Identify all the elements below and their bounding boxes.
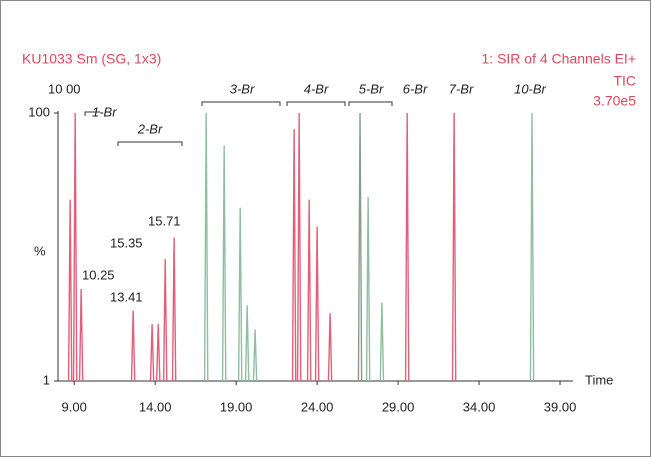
peak: [78, 288, 84, 382]
peak: [296, 112, 302, 382]
peak: [67, 199, 73, 382]
peak: [404, 112, 410, 382]
group-label: 5-Br: [359, 81, 384, 96]
annotation: 15.71: [148, 213, 181, 228]
peak: [451, 112, 457, 382]
group-label: 2-Br: [137, 121, 163, 136]
group-label: 1-Br: [92, 104, 117, 119]
peak: [221, 145, 227, 382]
peak: [365, 196, 371, 382]
subtitle: 3.70e5: [593, 93, 636, 109]
peak: [327, 313, 333, 382]
x-tick-label: 29.00: [382, 399, 415, 414]
brackets: [84, 101, 393, 146]
y-axis-label: %: [34, 243, 46, 258]
peak: [244, 305, 250, 382]
group-label: 10-Br: [514, 81, 546, 96]
group-label: 6-Br: [403, 81, 428, 96]
subtitle: TIC: [613, 73, 636, 89]
x-tick-label: 14.00: [139, 399, 172, 414]
peak: [162, 259, 168, 382]
x-tick-label: 34.00: [463, 399, 496, 414]
y-tick-label: 100: [28, 104, 50, 119]
annotation: 15.35: [110, 235, 143, 250]
y-tick-label: 1: [43, 372, 50, 387]
group-label: 3-Br: [230, 81, 255, 96]
peak: [357, 112, 363, 382]
annotation: 10 00: [48, 81, 81, 96]
x-axis-label: Time: [585, 372, 613, 387]
peak: [306, 199, 312, 382]
peak: [314, 226, 320, 382]
group-label: 4-Br: [304, 81, 329, 96]
x-tick-label: 24.00: [301, 399, 334, 414]
peak: [237, 207, 243, 382]
chart-title: KU1033 Sm (SG, 1x3): [22, 51, 161, 67]
peak: [72, 112, 78, 382]
peak: [252, 329, 258, 382]
subtitle: 1: SIR of 4 Channels EI+: [482, 51, 636, 67]
peak: [203, 112, 209, 382]
peak: [155, 324, 161, 382]
group-label: 7-Br: [449, 81, 474, 96]
x-tick-label: 39.00: [544, 399, 577, 414]
peak: [291, 129, 297, 382]
annotation: 13.41: [110, 289, 143, 304]
peak: [379, 302, 385, 382]
peak: [529, 112, 535, 382]
peak: [130, 310, 136, 382]
peak: [149, 324, 155, 382]
annotation: 10.25: [82, 267, 115, 282]
x-tick-label: 9.00: [62, 399, 87, 414]
x-tick-label: 19.00: [220, 399, 253, 414]
peak: [171, 237, 177, 382]
